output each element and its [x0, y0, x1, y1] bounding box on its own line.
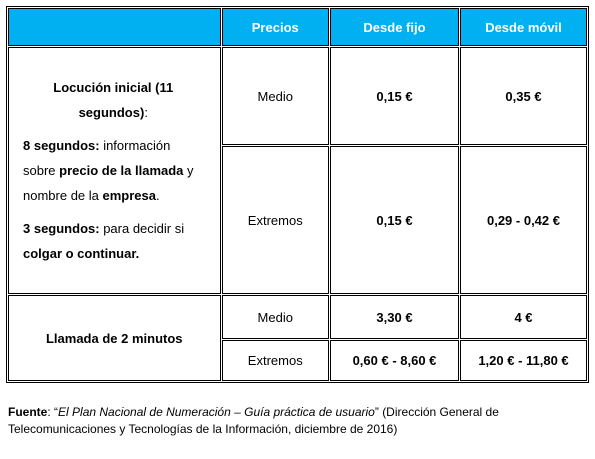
text-run: ” (Dirección General de Telecomunicacion…	[8, 405, 499, 436]
text-run: Locución inicial (11 segundos)	[53, 80, 174, 120]
text-run: para decidir si	[99, 221, 185, 236]
text-run: empresa	[102, 188, 156, 203]
row-label: Locución inicial (11 segundos): 8 segundo…	[8, 47, 221, 294]
text-run: Fuente	[8, 405, 48, 419]
table-row: Extremos 0,60 € - 8,60 €1,20 € - 11,80 €	[8, 340, 587, 381]
table-row: Locución inicial (11 segundos): 8 segundo…	[8, 47, 587, 294]
text-run: Llamada de 2 minutos	[45, 330, 183, 346]
text-run: El Plan Nacional de Numeración – Guía pr…	[58, 405, 375, 419]
price-type: Extremos	[221, 340, 329, 381]
text-run: :	[144, 105, 148, 120]
text-run: 3 segundos:	[23, 221, 100, 236]
price-type: Extremos	[221, 146, 329, 294]
table-row: Llamada de 2 minutos Medio 3,30 €4 €	[8, 295, 587, 381]
source-note: Fuente: “El Plan Nacional de Numeración …	[8, 404, 568, 438]
price-value: 1,20 € - 11,80 €	[459, 340, 587, 381]
header-cell: Desde fijo	[330, 8, 459, 46]
price-type: Medio	[221, 295, 329, 339]
label-paragraph: 3 segundos: para decidir si colgar o con…	[23, 216, 204, 266]
header-cell	[8, 8, 221, 46]
price-value: 0,60 € - 8,60 €	[330, 340, 459, 381]
text-run: precio de la llamada	[59, 163, 184, 178]
text-run: colgar o continuar.	[23, 246, 140, 261]
price-table: Precios Desde fijo Desde móvil Locución ini…	[6, 6, 589, 383]
label-paragraph: Locución inicial (11 segundos):	[23, 75, 204, 125]
text-run: 8 segundos:	[23, 138, 100, 153]
label-paragraph: 8 segundos: información sobre precio de …	[23, 133, 204, 208]
header-row: Precios Desde fijo Desde móvil	[8, 8, 587, 46]
table-row: Extremos 0,15 €0,29 - 0,42 €	[8, 146, 587, 294]
price-value: 0,15 €	[330, 146, 459, 294]
text-run: : “	[47, 405, 59, 419]
header-cell: Precios	[221, 8, 329, 46]
text-run: y nombre de la	[23, 163, 194, 203]
price-value: 0,15 €	[330, 47, 459, 145]
row-label: Llamada de 2 minutos	[8, 295, 221, 381]
label-paragraph: Llamada de 2 minutos	[15, 331, 214, 346]
text-run: información sobre	[23, 138, 171, 178]
price-value: 0,35 €	[459, 47, 587, 145]
price-value: 4 €	[459, 295, 587, 339]
text-run: .	[155, 188, 160, 203]
price-value: 0,29 - 0,42 €	[459, 146, 587, 294]
price-value: 3,30 €	[330, 295, 459, 339]
header-cell: Desde móvil	[459, 8, 587, 46]
price-type: Medio	[221, 47, 329, 145]
